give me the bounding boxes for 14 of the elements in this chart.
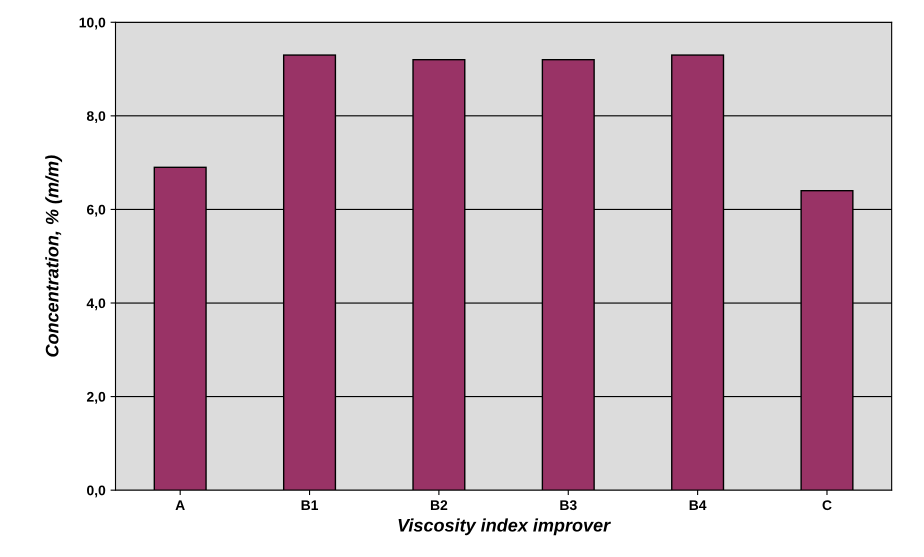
y-tick-label: 2,0	[86, 392, 106, 404]
y-axis-title: Concentration, % (m/m)	[45, 155, 62, 357]
y-tick-label: 6,0	[86, 204, 106, 217]
y-tick-label: 10,0	[80, 18, 106, 30]
y-tick-label: 4,0	[86, 298, 106, 310]
x-tick-label: B1	[302, 500, 318, 510]
x-tick-label: B4	[690, 500, 706, 510]
x-tick-label: A	[176, 500, 185, 510]
x-tick-label: C	[822, 500, 832, 510]
x-tick-label: B2	[430, 500, 448, 510]
x-axis-title: Viscosity index improver	[398, 518, 611, 536]
y-tick-label: 0,0	[87, 485, 106, 498]
y-tick-label: 8,0	[86, 111, 106, 124]
x-tick-label: B3	[560, 500, 577, 510]
